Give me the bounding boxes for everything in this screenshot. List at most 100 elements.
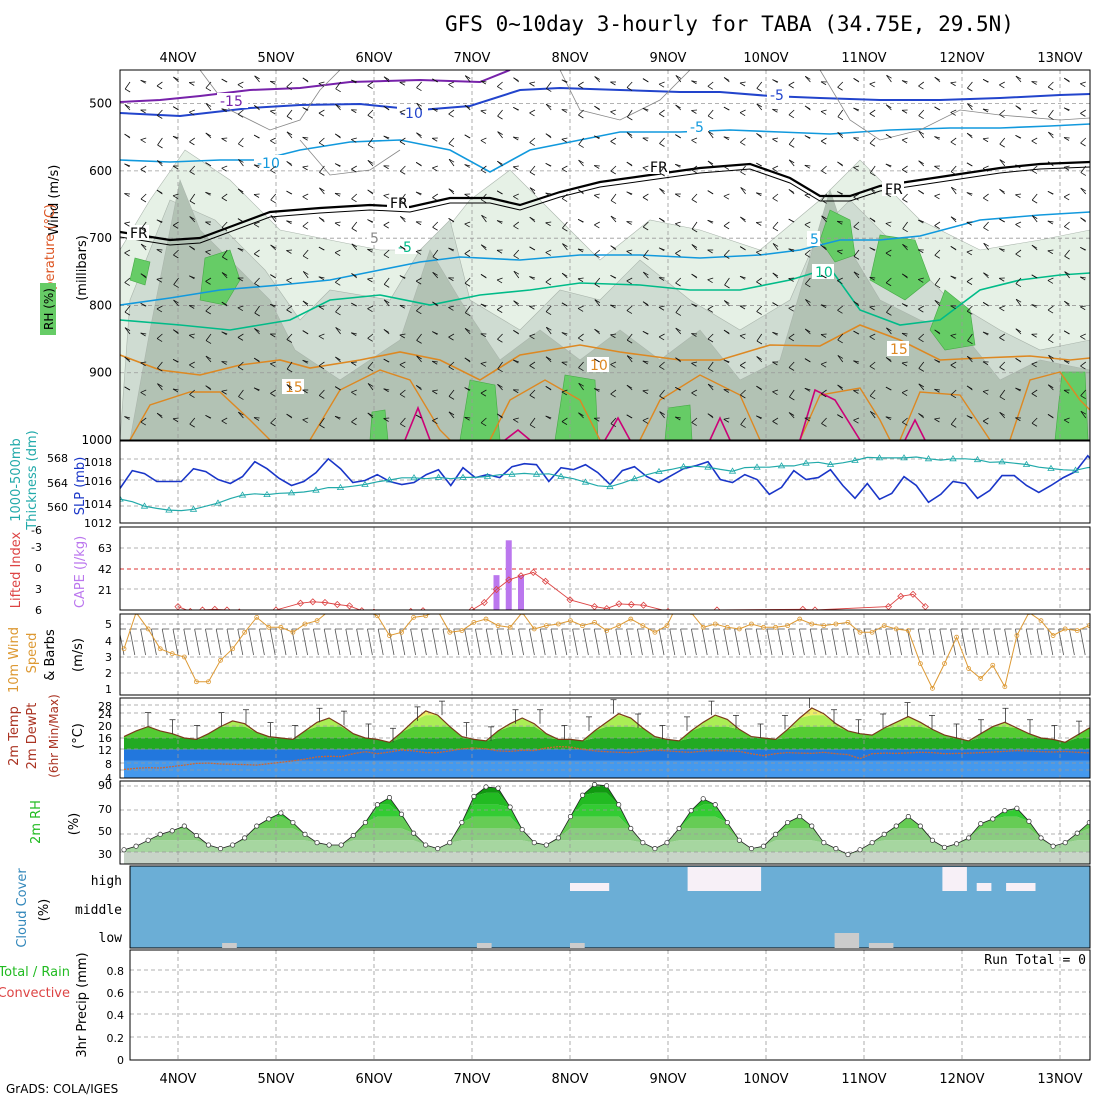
wind-barb-flag	[918, 115, 924, 120]
wind-barb-flag	[448, 188, 455, 193]
wind-barb	[934, 417, 941, 420]
cloud-level-middle: middle	[75, 903, 122, 918]
wind-barb-flag	[691, 169, 697, 174]
wind-barb	[286, 131, 293, 139]
wind-barb-flag	[772, 108, 778, 113]
wind-barb-flag	[707, 279, 713, 284]
wind-barb	[335, 327, 341, 335]
date-label-top: 4NOV	[160, 51, 197, 66]
wind-barb-flag	[918, 338, 924, 343]
surface-wind-barb	[982, 628, 989, 656]
wind-barb	[1031, 109, 1038, 112]
wind-barb	[302, 165, 309, 168]
wind-barb-flag	[124, 311, 131, 316]
wind-barb-flag	[918, 383, 924, 388]
wind-speed-marker	[966, 666, 972, 671]
precip-tick-label: 0.8	[107, 965, 125, 978]
wind-barb-flag	[610, 393, 616, 398]
wind-barb	[335, 305, 341, 313]
wind-barb-flag	[821, 423, 827, 427]
wind-barb-flag	[513, 359, 519, 364]
cloud-level-low: low	[99, 931, 123, 946]
wind-barb	[983, 242, 989, 251]
wind-barb	[756, 277, 763, 283]
wind-barb-flag	[1080, 365, 1086, 370]
wind-barb	[448, 411, 455, 419]
wind-barb-flag	[464, 357, 471, 362]
wind-barb-flag	[173, 299, 179, 304]
contour-label-bg	[807, 231, 820, 246]
surface-wind-barb	[809, 628, 816, 656]
wind-barb-flag	[788, 114, 795, 119]
wind-barb	[707, 305, 714, 310]
wind-barb-flag	[465, 75, 471, 79]
wind-barb	[999, 333, 1006, 338]
wind-barb-flag	[545, 415, 551, 420]
surface-wind-barb	[291, 628, 298, 656]
wind-barb	[659, 389, 665, 397]
wind-barb-flag	[724, 300, 730, 304]
wind-barb-flag	[967, 103, 973, 107]
wind-barb	[432, 389, 438, 392]
wind-barb-flag	[578, 144, 584, 148]
wind-barb-flag	[189, 200, 196, 205]
wind-barb	[707, 361, 714, 369]
wind-barb-flag	[659, 113, 665, 118]
wind-barb-flag	[642, 360, 649, 365]
wind-barb-flag	[853, 107, 859, 112]
wind-barb-flag	[432, 197, 438, 201]
wind-barb-flag	[286, 250, 292, 254]
wind-barb-flag	[740, 187, 746, 191]
surface-wind-barb	[561, 628, 568, 656]
wind-barb-flag	[853, 330, 859, 335]
wind-barb-flag	[399, 275, 406, 279]
wind-barb-flag	[999, 159, 1006, 163]
wind-barb-flag	[982, 138, 989, 143]
wind-barb-flag	[124, 104, 131, 108]
rh2m-marker	[447, 840, 453, 846]
temp-contour	[120, 267, 1090, 331]
wind-barb-flag	[967, 355, 973, 360]
wind-barb-flag	[140, 392, 146, 396]
wind-barb-flag	[124, 252, 130, 257]
surface-wind-barb	[367, 628, 373, 656]
wind-barb-flag	[918, 413, 924, 417]
wind-barb-flag	[172, 135, 179, 140]
wind-barb	[254, 277, 260, 284]
contour-label: -5	[690, 120, 704, 136]
rh2m-marker	[181, 823, 187, 829]
wind-barb	[626, 277, 633, 282]
wind-barb-flag	[156, 249, 163, 253]
contour-label-bg	[395, 239, 417, 254]
wind-speed-marker	[193, 679, 199, 685]
wind-barb	[999, 137, 1006, 145]
wind-barb-flag	[966, 281, 973, 285]
wind-barb	[691, 137, 698, 141]
contour-label-bg	[217, 93, 248, 108]
wind-barb-flag	[642, 197, 649, 201]
wind-barb	[367, 81, 374, 86]
wind-barb-flag	[221, 227, 228, 231]
wind-barb	[286, 109, 293, 117]
rh2m-marker	[833, 846, 839, 852]
li-panel-frame	[119, 526, 1091, 611]
wind-barb-flag	[512, 389, 519, 394]
wind-barb-flag	[999, 218, 1005, 223]
wind-barb	[448, 305, 455, 308]
wind-barb	[869, 361, 876, 367]
wind-barb	[707, 383, 714, 391]
surface-wind-barb	[475, 628, 481, 656]
wind-barb-flag	[821, 245, 827, 249]
wind-barb-flag	[270, 215, 277, 219]
thickness-marker	[924, 455, 933, 462]
temp-fill-band	[124, 749, 1090, 761]
wind-barb-flag	[610, 274, 616, 279]
wind-barb-flag	[1063, 137, 1070, 141]
thickness-marker	[900, 454, 908, 461]
wind-barb-flag	[853, 167, 859, 171]
slp-tick-label: 1014	[84, 498, 112, 511]
li-tick-label: 3	[35, 583, 42, 596]
wind-barb-flag	[642, 167, 649, 172]
wind-barb-flag	[188, 82, 195, 86]
wind-barb	[399, 333, 406, 336]
